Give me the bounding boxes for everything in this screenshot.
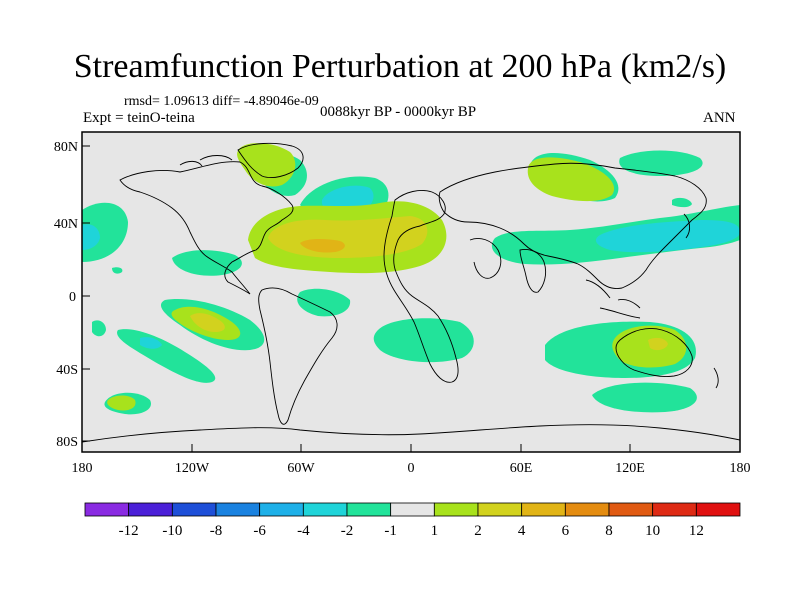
- colorbar-swatch: [521, 502, 566, 517]
- colorbar-label: 8: [605, 523, 613, 539]
- coast-north-america: [119, 161, 294, 295]
- colorbar: [84, 502, 741, 517]
- colorbar-swatch: [695, 502, 741, 517]
- colorbar-label: 2: [474, 523, 482, 539]
- colorbar-label: -6: [253, 523, 266, 539]
- contour-pos-australia: [612, 325, 687, 368]
- colorbar-label: -10: [162, 523, 182, 539]
- colorbar-swatch: [259, 502, 304, 517]
- lon-label-180w: 180: [72, 461, 93, 476]
- stats-text: rmsd= 1.09613 diff= -4.89046e-09: [124, 94, 319, 109]
- contour-neg2-north-pacific: [82, 224, 100, 250]
- lat-label-0: 0: [69, 290, 76, 305]
- coast-japan: [683, 213, 691, 239]
- colorbar-label: 12: [689, 523, 704, 539]
- contour-neg-small-pacific: [92, 320, 106, 337]
- contour-neg-south-america: [297, 288, 351, 317]
- lon-label-60w: 60W: [287, 461, 315, 476]
- lon-ticks: [191, 444, 631, 452]
- colorbar-label: -12: [119, 523, 139, 539]
- coast-eurasia: [438, 162, 707, 289]
- contour-neg-small-ne-asia: [672, 197, 692, 208]
- coast-new-zealand: [713, 367, 719, 389]
- colorbar-swatch: [433, 502, 479, 517]
- coast-australia: [615, 328, 693, 377]
- colorbar-label: 1: [431, 523, 439, 539]
- contour-pos-arctic-canada: [237, 143, 296, 187]
- contour-neg-south-atlantic: [373, 318, 474, 363]
- lat-ticks: [82, 145, 90, 442]
- coast-greenland: [237, 142, 304, 179]
- colorbar-label: -2: [341, 523, 354, 539]
- season-label: ANN: [703, 110, 736, 126]
- colorbar-swatch: [84, 502, 130, 517]
- colorbar-swatch: [171, 502, 217, 517]
- colorbar-label: -8: [210, 523, 223, 539]
- colorbar-swatch: [215, 502, 261, 517]
- contour-pos-small-pacific: [107, 395, 136, 411]
- colorbar-label: -1: [384, 523, 397, 539]
- lat-label-40s: 40S: [56, 363, 78, 378]
- colorbar-label: 10: [645, 523, 660, 539]
- colorbar-swatch: [302, 502, 348, 517]
- lon-label-60e: 60E: [510, 461, 533, 476]
- contour-neg-north-pacific-west: [82, 202, 128, 262]
- coast-europe-africa: [383, 189, 459, 383]
- coastlines: [82, 142, 740, 443]
- lon-label-0: 0: [408, 461, 415, 476]
- coast-antarctica: [82, 424, 740, 443]
- contour-neg-tropical-pacific: [172, 250, 242, 276]
- contour-neg-south-indian: [592, 382, 697, 413]
- contour-neg-small-pacific-2: [112, 267, 123, 274]
- lat-label-80s: 80S: [56, 435, 78, 450]
- contour-pos2-south-pacific: [190, 313, 225, 332]
- lon-label-120e: 120E: [615, 461, 645, 476]
- contour-pos-siberia: [527, 157, 615, 202]
- contour-neg2-south-pacific: [140, 337, 162, 349]
- colorbar-label: -4: [297, 523, 310, 539]
- coast-arctic-islands: [179, 155, 233, 167]
- colorbar-swatch: [652, 502, 697, 517]
- lat-label-40n: 40N: [54, 217, 78, 232]
- colorbar-swatch: [477, 502, 523, 517]
- colorbar-label: 6: [562, 523, 570, 539]
- lon-label-120w: 120W: [175, 461, 210, 476]
- experiment-label: Expt = teinO-teina: [83, 110, 195, 126]
- colorbar-swatch: [128, 502, 173, 517]
- coast-arabia-india: [469, 238, 547, 293]
- coast-southeast-asia: [585, 279, 641, 319]
- period-label: 0088kyr BP - 0000kyr BP: [320, 104, 477, 120]
- colorbar-swatch: [346, 502, 392, 517]
- colorbar-swatch: [390, 502, 435, 517]
- contour-pos2-australia: [648, 337, 668, 351]
- contour-neg-eastern-siberia: [619, 150, 703, 176]
- colorbar-swatch: [564, 502, 610, 517]
- plot-title: Streamfunction Perturbation at 200 hPa (…: [73, 48, 727, 85]
- lon-label-180e: 180: [730, 461, 751, 476]
- contour-pos3-north-atlantic: [300, 238, 345, 253]
- contour-fills: [82, 143, 740, 415]
- lat-label-80n: 80N: [54, 140, 78, 155]
- colorbar-swatch: [608, 502, 654, 517]
- colorbar-label: 4: [518, 523, 526, 539]
- colorbar-labels: -12 -10 -8 -6 -4 -2 -1 1 2 4 6 8 10 12: [119, 523, 704, 539]
- contour-neg2-east-asia: [595, 220, 740, 253]
- coast-south-america: [258, 287, 338, 425]
